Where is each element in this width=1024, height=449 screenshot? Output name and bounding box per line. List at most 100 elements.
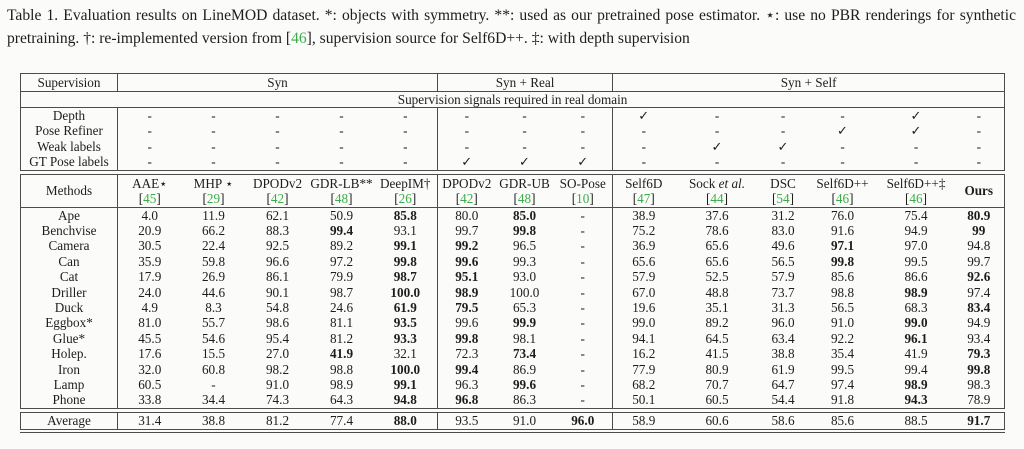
value-cell: 63.4 [771,330,795,346]
method-name: DeepIM† [379,175,431,191]
value-cell: - [780,154,786,170]
method-header-cell: DPODv2 [42] [437,174,496,208]
value-cell: - [339,138,344,154]
value-cell: 54.4 [771,392,795,408]
value-cell: 81.2 [329,330,354,346]
citation-link[interactable]: [29] [202,190,225,206]
value-cell: 83.4 [967,299,991,315]
value-cell: 93.5 [373,315,438,331]
value-cell: 93.1 [373,222,438,239]
value-cell: 99.8 [512,222,537,238]
value-cell: 44.6 [201,284,226,300]
value-cell: - [339,107,344,123]
value-cell: 97.2 [329,253,354,269]
value-cell: 48.8 [705,284,729,300]
value-cell: 94.9 [967,315,991,331]
row-label: Eggbox* [20,315,118,331]
table-caption: Table 1. Evaluation results on LineMOD d… [7,5,1016,50]
method-name: Self6D++ [816,175,869,191]
value-cell: 91.7 [967,413,991,429]
group-header-syn-real: Syn + Real [437,73,614,92]
value-cell: 58.6 [771,413,795,429]
average-table: Average 31.4 38.8 81.2 77.4 88.0 93.5 91.0 96.0 5… [20,411,1005,431]
value-cell: 26.9 [201,269,226,285]
value-cell: 60.6 [705,413,729,429]
method-name: GDR-LB** [310,175,373,191]
value-cell: 98.2 [265,361,290,377]
value-cell: 99.5 [904,253,928,269]
method-name: DPODv2 [252,175,303,191]
value-cell: 32.0 [138,361,162,377]
table-row: Holep. 17.6 15.5 27.0 41.9 32.1 72.3 73.4- 16.2 4… [20,346,1005,362]
value-cell: 99.7 [455,222,479,238]
value-cell: 99.8 [967,361,991,377]
citation-link[interactable]: [10] [571,190,594,206]
value-cell: - [553,330,613,347]
row-label: Duck [20,299,118,316]
value-cell: 79.5 [455,299,479,315]
value-cell: 66.2 [201,222,226,238]
value-cell: 98.1 [512,330,537,346]
value-cell: 79.3 [967,346,991,362]
citation-link[interactable]: [46] [905,190,927,206]
caption-text: ] [306,29,312,47]
value-cell: 96.5 [512,238,537,254]
value-cell: 20.9 [138,222,162,238]
value-cell: - [641,138,647,154]
table-row: Cat 17.9 26.9 86.1 79.9 98.7 95.1 93.0- 57.9 52.5… [20,269,1005,285]
value-cell: - [553,107,614,124]
value-cell: 67.0 [632,284,656,300]
value-cell: 91.0 [265,377,290,392]
table-row: Weak labels - - - - - - - - - ✓ ✓ - - - [20,138,1005,155]
value-cell: 100.0 [373,284,438,300]
value-cell: 17.9 [138,269,162,285]
value-cell: - [522,107,527,123]
value-cell: - [147,107,152,123]
value-cell: - [976,123,982,139]
value-cell: 54.8 [265,299,290,315]
method-name: DSC [770,175,796,191]
value-cell: 59.8 [201,253,226,269]
method-header-cell: DeepIM† [26] [373,174,438,208]
value-cell: 49.6 [771,238,795,254]
value-cell: 89.2 [329,238,354,254]
citation-link[interactable]: 46 [291,29,307,47]
citation-link[interactable]: [54] [772,190,794,206]
value-cell: 98.3 [967,377,991,392]
method-header-cell: DPODv2 [42] [245,174,310,208]
value-cell: - [913,138,919,154]
value-cell: - [714,123,720,139]
value-cell: 38.8 [771,346,795,362]
value-cell: 99.4 [329,222,354,238]
table-row: Average 31.4 38.8 81.2 77.4 88.0 93.5 91.0 96.0 5… [20,412,1005,430]
value-cell: 99.9 [512,315,537,331]
checkmark-icon: ✓ [638,107,650,123]
value-cell: - [147,138,152,154]
citation-link[interactable]: [42] [455,190,478,206]
row-label: Driller [20,284,118,300]
value-cell: 4.0 [141,207,158,223]
value-cell: 77.9 [632,361,656,377]
value-cell: 99.3 [512,253,537,269]
value-cell: 90.1 [265,284,290,300]
citation-link[interactable]: [44] [706,190,728,206]
value-cell: 54.6 [201,330,226,346]
value-cell: - [976,138,982,154]
value-cell: 80.0 [455,207,479,223]
row-label: Camera [20,238,118,254]
citation-link[interactable]: [48] [330,190,353,206]
citation-link[interactable]: [48] [513,190,536,206]
citation-link[interactable]: [47] [632,190,655,206]
value-cell: 99.6 [455,315,479,331]
value-cell: - [840,154,845,170]
citation-link[interactable]: [46] [831,190,854,206]
value-cell: 77.4 [329,413,354,429]
citation-link[interactable]: [42] [266,190,289,206]
value-cell: 64.3 [329,392,354,408]
citation-link[interactable]: [26] [394,190,417,206]
method-header-cell: AAE⋆ [45] [117,174,182,208]
methods-header-label: Methods [20,174,118,208]
value-cell: 64.7 [771,377,795,392]
value-cell: - [641,123,647,139]
citation-link[interactable]: [45] [138,190,161,206]
